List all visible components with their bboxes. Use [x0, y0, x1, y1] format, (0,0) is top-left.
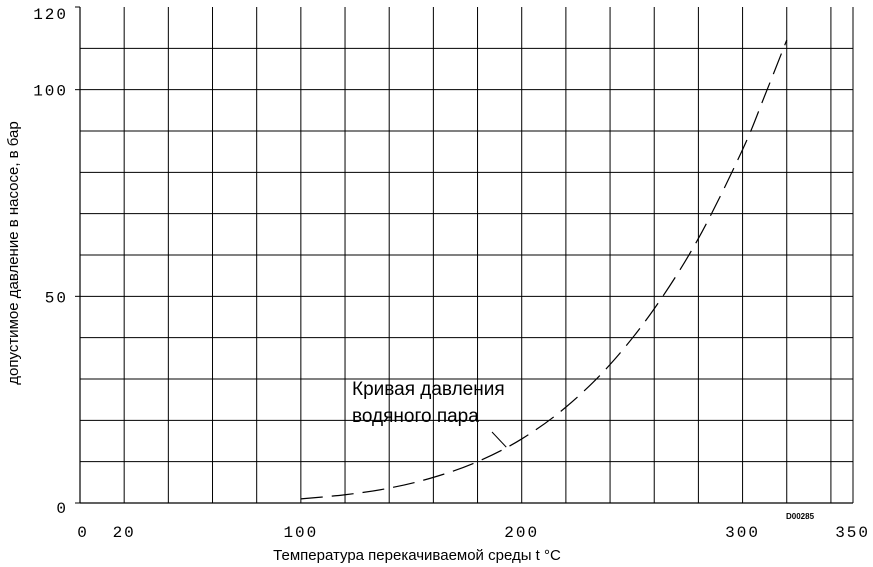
series-line [300, 39, 788, 500]
y-tick-label: 120 [33, 6, 68, 24]
y-tick-label: 100 [33, 83, 68, 101]
x-tick-label: 350 [835, 524, 870, 542]
x-tick-label: 200 [504, 524, 539, 542]
x-axis-label: Температура перекачиваемой среды t °C [273, 547, 561, 564]
x-tick-label: 100 [283, 524, 318, 542]
annotation-line-1: Кривая давления [352, 379, 505, 400]
figure-code: D00285 [786, 512, 815, 521]
annotation-line-2: водяного пара [352, 406, 479, 427]
x-tick-label: 20 [113, 524, 136, 542]
series-layer [300, 39, 788, 500]
x-tick-label: 300 [725, 524, 760, 542]
y-axis-label: допустимое давление в насосе, в бар [5, 121, 22, 384]
plot-frame [75, 6, 854, 504]
y-tick-labels: 0 50 100 120 [33, 6, 68, 518]
x-tick-label: 0 [77, 524, 89, 542]
grid [80, 7, 853, 503]
annotation: Кривая давления водяного пара [352, 379, 507, 448]
x-tick-labels: 0 20 100 200 300 350 [77, 524, 870, 542]
annotation-pointer [491, 431, 507, 448]
y-tick-label: 0 [56, 500, 68, 518]
y-tick-label: 50 [45, 289, 68, 307]
